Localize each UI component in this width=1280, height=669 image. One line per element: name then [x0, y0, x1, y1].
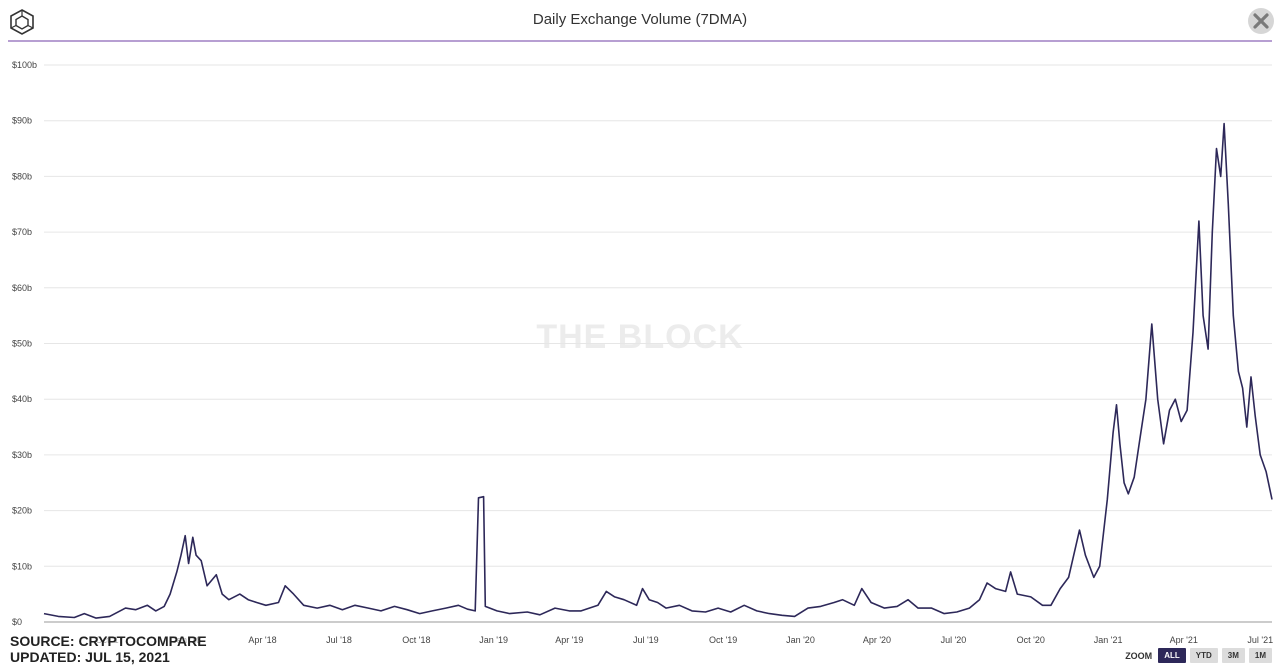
page-title: Daily Exchange Volume (7DMA)	[532, 11, 748, 28]
the-block-logo-icon[interactable]	[8, 8, 36, 36]
x-tick-label: Oct '18	[402, 635, 430, 645]
zoom-label: ZOOM	[1125, 650, 1153, 661]
x-tick-label: Jan '19	[479, 635, 508, 645]
y-tick-label: $20b	[12, 506, 32, 516]
y-tick-label: $100b	[12, 60, 37, 70]
x-tick-label: Apr '18	[248, 635, 276, 645]
x-tick-label: Jul '21	[1247, 635, 1273, 645]
y-tick-label: $70b	[12, 227, 32, 237]
y-tick-label: $40b	[12, 394, 32, 404]
grid-lines	[44, 64, 1272, 623]
close-icon[interactable]	[1248, 8, 1274, 34]
x-tick-label: Apr '19	[555, 635, 583, 645]
y-tick-label: $50b	[12, 339, 32, 349]
watermark: THE BLOCK	[536, 318, 744, 356]
x-tick-label: Jul '18	[326, 635, 352, 645]
zoom-ytd-button[interactable]: YTD	[1189, 648, 1218, 663]
updated-text: UPDATED: JUL 15, 2021	[10, 649, 170, 665]
x-tick-label: Jul '20	[941, 635, 967, 645]
x-tick-label: Jan '21	[1094, 635, 1123, 645]
x-tick-label: Oct '19	[709, 635, 737, 645]
x-tick-label: Oct '20	[1017, 635, 1045, 645]
x-tick-label: Jan '20	[786, 635, 815, 645]
series-line	[43, 122, 1273, 619]
y-tick-label: $30b	[12, 450, 32, 460]
y-tick-label: $60b	[12, 283, 32, 293]
header-divider	[8, 40, 1272, 42]
zoom-all-button[interactable]: ALL	[1158, 648, 1186, 663]
source-text: SOURCE: CRYPTOCOMPARE	[10, 633, 207, 649]
source-note: SOURCE: CRYPTOCOMPARE UPDATED: JUL 15, 2…	[10, 633, 207, 665]
x-tick-label: Apr '20	[863, 635, 891, 645]
y-axis-ticks: $0 $10b $20b $30b $40b $50b $60b $70b $80b $90b $1…	[12, 60, 37, 627]
zoom-1m-button[interactable]: 1M	[1248, 648, 1272, 663]
zoom-3m-button[interactable]: 3M	[1221, 648, 1245, 663]
y-tick-label: $90b	[12, 116, 32, 126]
x-tick-label: Jul '19	[633, 635, 659, 645]
y-tick-label: $10b	[12, 561, 32, 571]
zoom-controls: ZOOM ALL YTD 3M 1M	[1125, 648, 1272, 663]
y-tick-label: $80b	[12, 171, 32, 181]
x-tick-label: Apr '21	[1170, 635, 1198, 645]
y-tick-label: $0	[12, 617, 22, 627]
